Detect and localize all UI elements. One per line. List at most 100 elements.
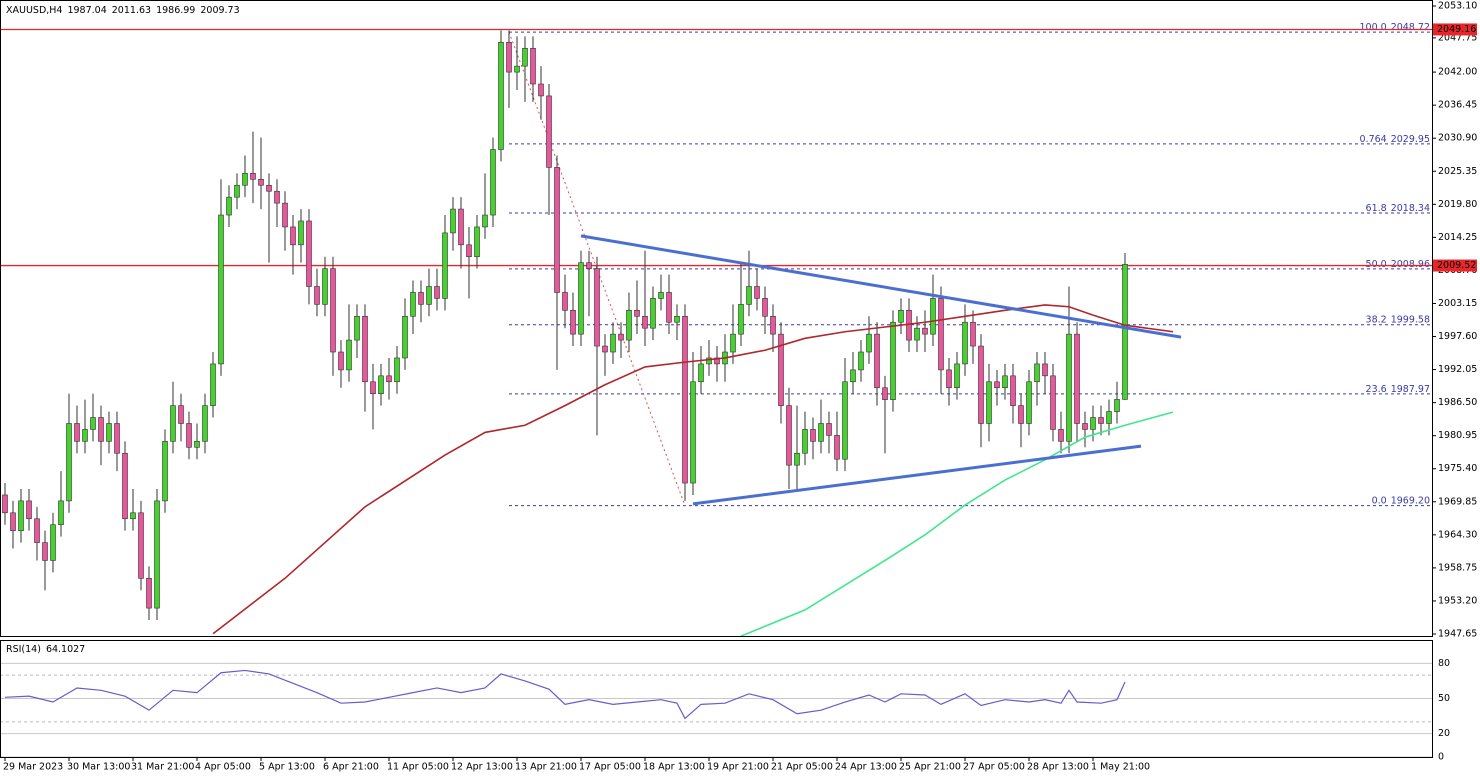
price-tag — [1433, 23, 1477, 36]
candle-body — [1010, 375, 1016, 406]
candle-body — [1090, 417, 1096, 430]
fib-ratio: 61.8 — [1366, 203, 1387, 214]
candle-body — [834, 435, 840, 460]
candle-body — [1026, 381, 1032, 424]
candle-body — [954, 363, 960, 389]
candle-body — [82, 429, 88, 442]
candle-body — [706, 357, 712, 365]
x-tick-label: 30 Mar 13:00 — [67, 762, 130, 773]
candle-body — [234, 184, 240, 198]
candle-body — [1082, 423, 1088, 430]
y-tick-label: 2003.15 — [1438, 298, 1477, 309]
candle-body — [122, 452, 128, 520]
rsi-line — [4, 669, 1126, 720]
trendline — [692, 444, 1142, 506]
x-tick-label: 12 Apr 13:00 — [451, 762, 513, 773]
candle-body — [442, 232, 448, 299]
fib-price: 1969.20 — [1391, 495, 1430, 506]
y-tick-label: 2030.90 — [1438, 133, 1477, 144]
candle-body — [914, 327, 920, 341]
candle-body — [1114, 399, 1120, 412]
candle-body — [906, 310, 912, 341]
y-tick-label: 1975.40 — [1438, 463, 1477, 474]
fib-ratio: 23.6 — [1366, 383, 1387, 394]
fib-price: 1999.58 — [1391, 314, 1430, 325]
candle-body — [370, 381, 376, 394]
candle-body — [490, 149, 496, 216]
candle-body — [26, 500, 32, 520]
candle-body — [866, 333, 872, 353]
candle-body — [674, 315, 680, 323]
rsi-panel — [1, 662, 1432, 757]
candle-body — [762, 298, 768, 317]
candle-body — [890, 321, 896, 400]
x-tick-label: 11 Apr 05:00 — [387, 762, 449, 773]
fib-label: 0.764 2029.95 — [1360, 133, 1431, 144]
candle-body — [666, 292, 672, 323]
fib-ratio: 38.2 — [1366, 314, 1387, 325]
last-open: 1987.04 — [67, 5, 106, 16]
fib-label: 23.6 1987.97 — [1366, 383, 1430, 394]
candle-body — [146, 578, 152, 609]
candle-body — [2, 494, 8, 514]
candle-body — [354, 315, 360, 341]
candle-body — [10, 512, 16, 531]
candle-body — [306, 220, 312, 287]
candle-body — [338, 351, 344, 371]
candle-body — [210, 363, 216, 406]
fib-label: 50.0 2008.96 — [1366, 258, 1430, 269]
y-tick-label: 2047.75 — [1438, 32, 1477, 43]
candle-body — [242, 173, 248, 186]
candle-body — [650, 298, 656, 329]
fib-ratio: 0.0 — [1372, 495, 1387, 506]
y-tick-label: 2025.35 — [1438, 166, 1477, 177]
candle-body — [314, 286, 320, 305]
fib-price: 2018.34 — [1391, 203, 1430, 214]
candle-body — [218, 214, 224, 365]
candle-body — [282, 202, 288, 228]
candle-body — [546, 95, 552, 168]
candle-body — [362, 315, 368, 383]
symbol: XAUUSD,H4 — [6, 5, 62, 16]
rsi-title: RSI(14) — [6, 644, 41, 655]
fib-label: 61.8 2018.34 — [1366, 203, 1430, 214]
x-tick-label: 18 Apr 13:00 — [643, 762, 705, 773]
candle-body — [426, 286, 432, 305]
rsi-header: RSI(14) 64.1027 — [6, 644, 85, 655]
candle-body — [266, 184, 272, 192]
candle-body — [434, 286, 440, 299]
candle-body — [1050, 375, 1056, 430]
candle-body — [402, 315, 408, 359]
axes: 2053.10 2047.75 2042.00 2036.45 2030.90 2025.… — [3, 1, 1477, 773]
candle-body — [970, 321, 976, 347]
candle-body — [114, 423, 120, 454]
symbol-header: XAUUSD,H4 1987.04 2011.63 1986.99 2009.73 — [6, 5, 240, 16]
candle-body — [1018, 405, 1024, 424]
rsi-tick-label: 0 — [1438, 752, 1444, 763]
candle-body — [818, 423, 824, 442]
candle-body — [58, 500, 64, 526]
y-tick-label: 1953.20 — [1438, 595, 1477, 606]
candle-body — [90, 417, 96, 430]
candle-body — [882, 387, 888, 400]
candle-body — [658, 292, 664, 299]
candle-body — [74, 423, 80, 442]
rsi-frame — [0, 640, 1433, 758]
candle-body — [514, 65, 520, 73]
candle-body — [322, 268, 328, 305]
candle-body — [498, 42, 504, 150]
trendline — [580, 234, 1182, 339]
candle-body — [394, 357, 400, 383]
candle-body — [802, 429, 808, 454]
fib-label: 0.0 1969.20 — [1372, 495, 1430, 506]
y-tick-label: 1964.30 — [1438, 529, 1477, 540]
x-tick-label: 27 Apr 05:00 — [963, 762, 1025, 773]
candle-body — [506, 42, 512, 73]
candle-body — [1122, 263, 1128, 400]
candle-body — [594, 268, 600, 347]
candle-body — [378, 375, 384, 394]
candle-body — [418, 292, 424, 305]
x-tick-label: 25 Apr 21:00 — [899, 762, 961, 773]
x-tick-label: 13 Apr 21:00 — [515, 762, 577, 773]
